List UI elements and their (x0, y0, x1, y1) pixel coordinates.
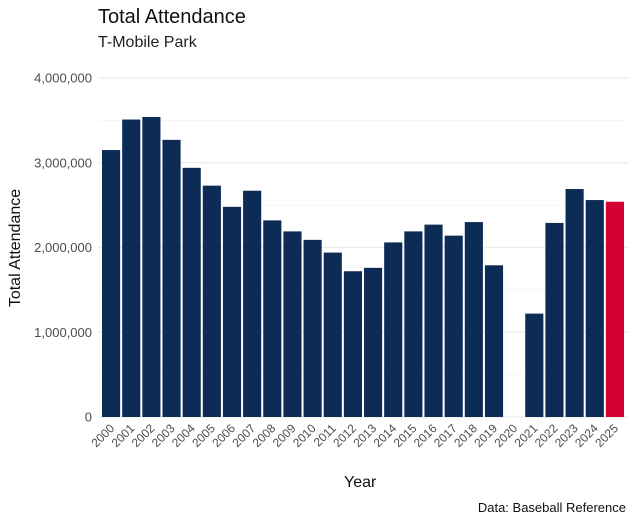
bar-2004 (182, 167, 201, 417)
bar-2021 (525, 313, 544, 417)
bar-2001 (122, 119, 141, 417)
bars (102, 116, 624, 418)
bar-2019 (484, 265, 504, 417)
bar-2011 (323, 252, 342, 417)
x-axis-ticks: 2000200120022003200420052006200720082009… (88, 421, 621, 450)
x-tick-label: 2025 (592, 421, 621, 450)
bar-2012 (343, 271, 362, 417)
bar-2017 (444, 235, 463, 417)
y-axis-ticks: 0 1,000,000 2,000,000 3,000,000 4,000,000 (34, 71, 92, 425)
bar-2007 (243, 190, 262, 417)
bar-2002 (142, 116, 161, 418)
chart-subtitle: T-Mobile Park (98, 34, 197, 51)
x-axis-title: Year (344, 474, 377, 491)
bar-2016 (424, 224, 443, 417)
y-tick-label: 3,000,000 (34, 155, 92, 170)
bar-2014 (384, 242, 403, 417)
bar-2006 (222, 206, 242, 417)
bar-2025 (605, 201, 624, 417)
bar-2018 (464, 222, 483, 417)
bar-2008 (263, 220, 282, 417)
y-tick-label: 4,000,000 (34, 71, 92, 86)
bar-2022 (545, 222, 564, 417)
bar-2010 (303, 239, 322, 417)
y-tick-label: 1,000,000 (34, 325, 92, 340)
bar-2003 (162, 139, 181, 417)
bar-2023 (565, 189, 584, 417)
bar-2005 (202, 185, 221, 417)
bar-2000 (102, 150, 121, 417)
bar-2009 (283, 231, 302, 417)
chart-caption: Data: Baseball Reference (477, 500, 626, 515)
bar-2013 (364, 267, 383, 417)
bar-2024 (585, 200, 604, 417)
y-tick-label: 2,000,000 (34, 240, 92, 255)
bar-2015 (404, 231, 423, 417)
chart-title: Total Attendance (98, 6, 246, 28)
y-tick-label: 0 (85, 410, 92, 425)
